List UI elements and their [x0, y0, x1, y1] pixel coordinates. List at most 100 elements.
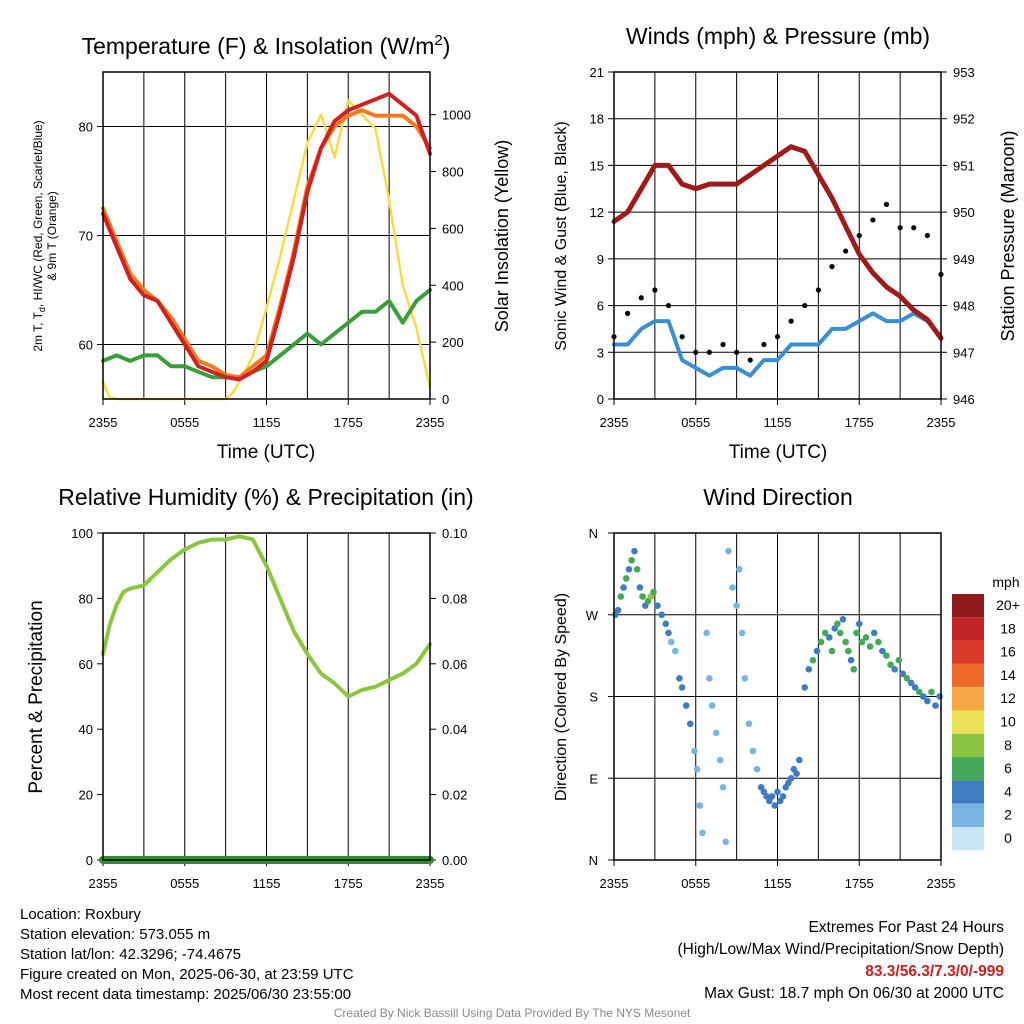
humidity-title: Relative Humidity (%) & Precipitation (i…	[58, 484, 473, 510]
max-gust: Max Gust: 18.7 mph On 06/30 at 2000 UTC	[704, 985, 1004, 1002]
humidity-panel: Relative Humidity (%) & Precipitation (i…	[26, 484, 474, 891]
direction-point	[855, 620, 863, 628]
direction-point	[768, 793, 776, 800]
x-tick-label: 2355	[600, 876, 629, 891]
x-tick-label: 2355	[927, 415, 956, 430]
x-tick-label: 0555	[681, 876, 710, 891]
direction-point	[936, 693, 943, 700]
direction-point	[622, 575, 630, 582]
colorbar-swatch	[952, 617, 984, 641]
direction-point	[667, 638, 675, 646]
direction-point	[787, 774, 795, 782]
direction-point	[839, 615, 847, 623]
colorbar-swatch	[952, 757, 984, 781]
colorbar-swatch	[952, 827, 984, 851]
wind-xlabel: Time (UTC)	[729, 442, 828, 463]
direction-point	[924, 697, 931, 705]
colorbar-label: 16	[1000, 644, 1016, 660]
x-tick-label: 1755	[334, 876, 363, 891]
direction-point	[847, 656, 855, 664]
direction-point	[678, 684, 686, 691]
temperature-title: Temperature (F) & Insolation (W/m2)	[82, 32, 451, 59]
y-tick-label: 100	[71, 526, 93, 541]
direction-point	[617, 593, 625, 600]
colorbar-swatch	[952, 780, 984, 804]
direction-point	[862, 634, 870, 641]
extremes-values: 83.3/56.3/7.3/0/-999	[865, 963, 1004, 980]
y-tick-label-right: 952	[953, 112, 975, 127]
extremes-title: Extremes For Past 24 Hours	[808, 919, 1004, 936]
colorbar-label: 18	[1000, 620, 1016, 636]
direction-point	[915, 688, 923, 696]
direction-point	[741, 675, 749, 682]
plot-border	[613, 71, 942, 400]
x-tick-label: 1155	[253, 415, 281, 430]
station-elevation: Station elevation: 573.055 m	[20, 926, 211, 943]
y-tick-label: 15	[590, 158, 604, 173]
direction-point	[821, 629, 829, 637]
x-tick-label: 2355	[600, 415, 629, 430]
y-tick-label-right: 800	[442, 165, 464, 180]
gust-point	[734, 349, 740, 355]
gust-point	[747, 357, 753, 363]
colorbar-label: 4	[1004, 783, 1012, 799]
direction-point	[699, 829, 706, 837]
x-tick-label: 2355	[89, 876, 118, 891]
gust-point	[911, 225, 917, 231]
direction-point	[712, 729, 720, 737]
gust-point	[856, 232, 862, 239]
direction-point	[828, 647, 836, 655]
extremes-box: Extremes For Past 24 Hours (High/Low/Max…	[678, 917, 1005, 1005]
direction-point	[696, 802, 704, 809]
direction-point	[919, 693, 927, 700]
direction-point	[853, 629, 860, 637]
direction-point	[903, 675, 911, 682]
y-tick-label-right: 949	[953, 252, 975, 267]
y-tick-label-right: 0.02	[442, 788, 467, 803]
y-tick-label: 0	[597, 392, 604, 407]
direction-point	[907, 679, 915, 687]
x-tick-label: 0555	[681, 415, 710, 430]
y-tick-label: 40	[79, 722, 93, 737]
direction-point	[662, 620, 670, 628]
direction-point	[891, 665, 898, 673]
direction-point	[801, 684, 809, 691]
y-tick-label-right: 0.00	[442, 853, 467, 868]
y-tick-label: S	[589, 690, 598, 705]
colorbar-label: 14	[1000, 667, 1016, 683]
gust-point	[774, 334, 781, 340]
direction-point	[687, 720, 694, 728]
wind-panel: Winds (mph) & Pressure (mb) Sonic Wind &…	[553, 23, 1018, 463]
plot-border	[613, 532, 942, 861]
direction-point	[850, 665, 858, 673]
temperature-xlabel: Time (UTC)	[217, 442, 316, 463]
y-tick-label: 18	[590, 112, 604, 127]
direction-point	[793, 770, 800, 778]
direction-point	[774, 788, 781, 796]
colorbar-swatch	[952, 733, 984, 758]
direction-point	[706, 675, 713, 682]
y-tick-label: 3	[597, 345, 604, 360]
direction-point	[654, 602, 661, 609]
series-line	[101, 288, 432, 380]
direction-point	[796, 756, 803, 764]
plot-border	[102, 71, 431, 400]
y-tick-label-right: 1000	[442, 108, 471, 123]
colorbar-label: 0	[1004, 830, 1012, 846]
y-tick-label-right: 600	[442, 221, 464, 236]
y-tick-label: W	[586, 608, 599, 623]
direction-point	[805, 665, 813, 673]
direction-point	[753, 765, 761, 773]
direction-point	[703, 629, 710, 637]
direction-point	[722, 838, 730, 846]
direction-panel: Wind Direction Direction (Colored By Spe…	[553, 484, 1020, 891]
gust-point	[788, 318, 794, 324]
direction-point	[779, 793, 787, 800]
y-tick-label: 0	[86, 853, 93, 868]
y-tick-label-right: 400	[442, 278, 464, 293]
y-tick-label: 6	[597, 299, 604, 314]
direction-point	[682, 702, 690, 709]
colorbar-swatch	[952, 663, 984, 688]
direction-point	[842, 638, 849, 646]
y-tick-label: 70	[79, 229, 93, 244]
